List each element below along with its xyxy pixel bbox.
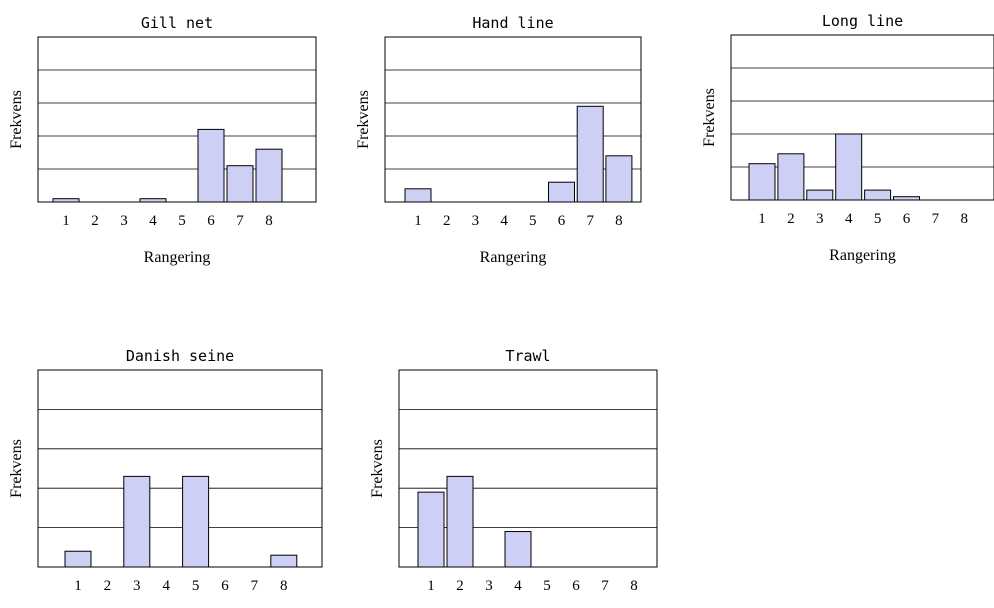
x-tick-label: 6 bbox=[572, 578, 580, 594]
chart-title: Gill net bbox=[141, 14, 213, 32]
x-tick-label: 7 bbox=[932, 211, 940, 227]
x-axis-label: Rangering bbox=[829, 247, 896, 264]
bar-1 bbox=[417, 491, 445, 568]
x-tick-label: 5 bbox=[178, 213, 186, 229]
bar-3 bbox=[123, 475, 151, 568]
bar-7 bbox=[576, 105, 604, 203]
x-tick-label: 4 bbox=[162, 578, 170, 594]
chart-panel-trawl: Trawl12345678RangeringFrekvens bbox=[369, 347, 658, 594]
bar-3 bbox=[806, 189, 834, 201]
bar-1 bbox=[64, 550, 92, 568]
x-tick-label: 2 bbox=[104, 578, 112, 594]
x-tick-label: 3 bbox=[816, 211, 824, 227]
chart-title: Danish seine bbox=[126, 347, 234, 365]
x-tick-label: 4 bbox=[500, 213, 508, 229]
x-tick-label: 1 bbox=[427, 578, 435, 594]
bar-2 bbox=[777, 153, 805, 201]
x-tick-label: 3 bbox=[133, 578, 141, 594]
x-tick-label: 2 bbox=[456, 578, 464, 594]
x-tick-label: 2 bbox=[91, 213, 99, 229]
x-axis-label: Rangering bbox=[480, 249, 547, 266]
plot-frame bbox=[37, 369, 323, 568]
y-axis-label: Frekvens bbox=[355, 90, 372, 149]
x-tick-label: 3 bbox=[485, 578, 493, 594]
x-tick-label: 7 bbox=[601, 578, 609, 594]
chart-panel-danish-seine: Danish seine12345678RangeringFrekvens bbox=[8, 347, 323, 594]
chart-panel-gill-net: Gill net 1 2 3 4 5 6 7 8 Rangering Frekvens bbox=[8, 14, 317, 266]
x-tick-label: 8 bbox=[280, 578, 288, 594]
y-axis-label: Frekvens bbox=[8, 90, 25, 149]
bar-2 bbox=[446, 475, 474, 568]
x-tick-label: 8 bbox=[961, 211, 969, 227]
x-tick-label: 8 bbox=[630, 578, 638, 594]
x-tick-label: 1 bbox=[414, 213, 422, 229]
bar-8 bbox=[270, 554, 298, 568]
x-tick-label: 6 bbox=[903, 211, 911, 227]
x-tick-label: 7 bbox=[251, 578, 259, 594]
y-axis-label: Frekvens bbox=[701, 88, 718, 147]
bar-4 bbox=[835, 133, 863, 201]
x-tick-label: 4 bbox=[149, 213, 157, 229]
chart-title: Hand line bbox=[472, 14, 553, 32]
x-tick-label: 2 bbox=[787, 211, 795, 227]
chart-title: Trawl bbox=[505, 347, 550, 365]
x-tick-label: 5 bbox=[192, 578, 200, 594]
x-tick-label: 7 bbox=[586, 213, 594, 229]
chart-panel-long-line: Long line 1 2 3 4 5 6 7 8 Rangering Frekvens bbox=[701, 12, 994, 264]
x-tick-label: 1 bbox=[758, 211, 766, 227]
bar-7 bbox=[226, 165, 254, 203]
bar-8 bbox=[255, 148, 283, 203]
x-tick-label: 5 bbox=[529, 213, 537, 229]
plot-frame bbox=[398, 369, 658, 568]
bar-4 bbox=[504, 531, 532, 568]
bar-1 bbox=[748, 163, 776, 201]
bar-5 bbox=[864, 189, 892, 201]
bar-6 bbox=[548, 181, 575, 203]
plot-frame bbox=[384, 36, 642, 203]
chart-panel-hand-line: Hand line 1 2 3 4 5 6 7 8 Rangering Frekvens bbox=[355, 14, 642, 266]
x-tick-label: 4 bbox=[845, 211, 853, 227]
x-tick-label: 1 bbox=[62, 213, 70, 229]
plot-frame bbox=[37, 36, 317, 203]
x-tick-label: 3 bbox=[472, 213, 480, 229]
x-tick-label: 3 bbox=[120, 213, 128, 229]
x-tick-label: 5 bbox=[543, 578, 551, 594]
x-tick-label: 4 bbox=[514, 578, 522, 594]
bar-6 bbox=[197, 128, 225, 203]
y-axis-label: Frekvens bbox=[8, 439, 25, 498]
x-axis-label: Rangering bbox=[144, 249, 211, 266]
x-tick-label: 2 bbox=[443, 213, 451, 229]
chart-title: Long line bbox=[822, 12, 903, 30]
x-tick-label: 5 bbox=[874, 211, 882, 227]
x-tick-label: 8 bbox=[265, 213, 273, 229]
x-tick-label: 6 bbox=[558, 213, 566, 229]
y-axis-label: Frekvens bbox=[369, 439, 386, 498]
x-tick-label: 6 bbox=[207, 213, 215, 229]
bar-8 bbox=[605, 155, 633, 203]
x-tick-label: 6 bbox=[221, 578, 229, 594]
x-tick-label: 8 bbox=[615, 213, 623, 229]
plot-frame bbox=[730, 34, 994, 201]
bar-5 bbox=[182, 475, 210, 568]
bar-1 bbox=[404, 188, 432, 203]
x-tick-label: 1 bbox=[74, 578, 82, 594]
x-tick-label: 7 bbox=[236, 213, 244, 229]
